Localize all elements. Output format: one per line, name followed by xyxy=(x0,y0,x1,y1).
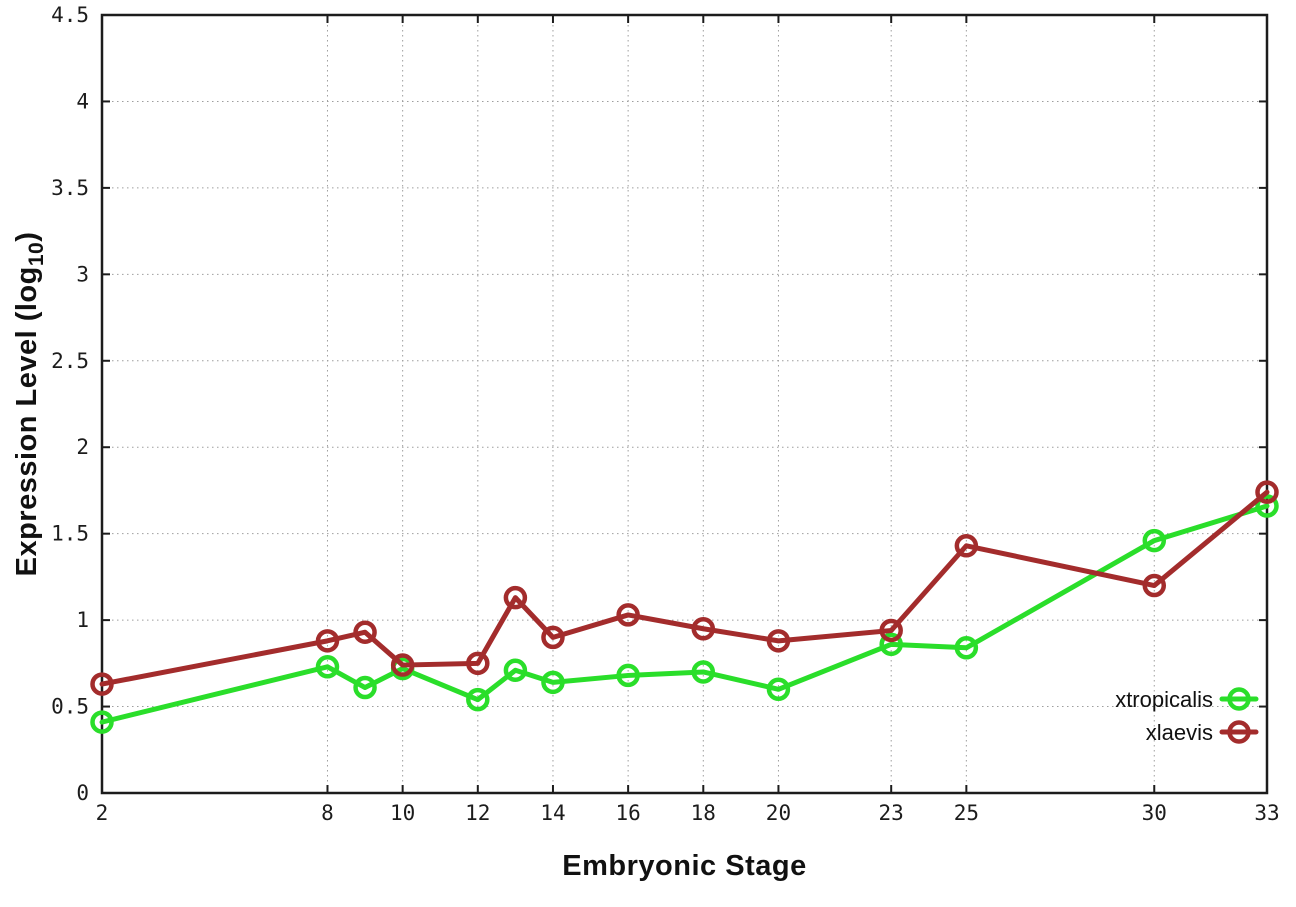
legend-label-xtropicalis: xtropicalis xyxy=(1115,687,1213,712)
x-tick-label: 30 xyxy=(1142,801,1167,825)
data-point-xtropicalis xyxy=(315,655,340,679)
y-tick-label: 1.5 xyxy=(51,522,89,546)
y-axis-label: Expression Level (log10) xyxy=(11,232,49,577)
x-tick-label: 2 xyxy=(96,801,109,825)
x-tick-label: 18 xyxy=(691,801,716,825)
x-tick-label: 23 xyxy=(879,801,904,825)
y-tick-label: 3.5 xyxy=(51,176,89,200)
y-tick-label: 1 xyxy=(76,608,89,632)
data-point-xlaevis xyxy=(766,629,791,653)
data-point-xtropicalis xyxy=(954,636,979,660)
data-point-xlaevis xyxy=(616,603,640,627)
legend-marker-xtropicalis xyxy=(1227,687,1251,711)
data-point-xtropicalis xyxy=(466,687,490,712)
x-tick-label: 8 xyxy=(321,801,334,825)
data-point-xlaevis xyxy=(466,651,490,676)
y-tick-label: 3 xyxy=(76,262,89,286)
x-tick-label: 14 xyxy=(540,801,565,825)
x-tick-label: 33 xyxy=(1254,801,1279,825)
data-point-xlaevis xyxy=(390,653,415,677)
data-point-xtropicalis xyxy=(1255,494,1279,518)
y-tick-label: 2 xyxy=(76,435,89,459)
y-tick-label: 4.5 xyxy=(51,3,89,27)
data-point-xtropicalis xyxy=(766,677,791,702)
x-axis-label: Embryonic Stage xyxy=(562,850,807,882)
data-point-xtropicalis xyxy=(503,658,528,682)
series-line-xlaevis xyxy=(99,489,1270,687)
data-point-xlaevis xyxy=(353,620,377,644)
data-point-xtropicalis xyxy=(541,670,565,695)
y-tick-label: 0 xyxy=(76,781,89,805)
x-tick-label: 12 xyxy=(465,801,490,825)
data-point-xtropicalis xyxy=(353,675,377,700)
data-point-xlaevis xyxy=(691,617,716,641)
y-axis-label-text: Expression Level (log xyxy=(11,266,43,577)
x-tick-label: 25 xyxy=(954,801,979,825)
legend-label-xlaevis: xlaevis xyxy=(1146,720,1213,745)
series-line-xtropicalis xyxy=(99,503,1270,725)
data-point-xtropicalis xyxy=(879,632,903,657)
data-point-xlaevis xyxy=(1255,480,1279,504)
y-tick-label: 2.5 xyxy=(51,349,89,373)
y-tick-label: 0.5 xyxy=(51,695,89,719)
data-point-xtropicalis xyxy=(691,660,716,684)
data-point-xlaevis xyxy=(503,585,528,610)
data-point-xlaevis xyxy=(541,625,565,650)
legend-marker-xlaevis xyxy=(1227,720,1251,744)
x-tick-label: 16 xyxy=(615,801,640,825)
y-axis-label-close: ) xyxy=(11,231,43,242)
x-tick-label: 20 xyxy=(766,801,791,825)
data-point-xtropicalis xyxy=(90,710,114,734)
data-point-xtropicalis xyxy=(1142,528,1167,553)
data-point-xlaevis xyxy=(90,672,114,696)
data-point-xlaevis xyxy=(879,618,903,643)
y-tick-label: 4 xyxy=(76,89,89,113)
data-point-xlaevis xyxy=(954,534,979,558)
x-tick-label: 10 xyxy=(390,801,415,825)
data-point-xlaevis xyxy=(1142,573,1167,598)
plot-border xyxy=(100,13,1269,795)
data-point-xtropicalis xyxy=(616,663,640,688)
y-axis-label-subscript: 10 xyxy=(25,241,48,267)
data-point-xlaevis xyxy=(315,629,340,653)
